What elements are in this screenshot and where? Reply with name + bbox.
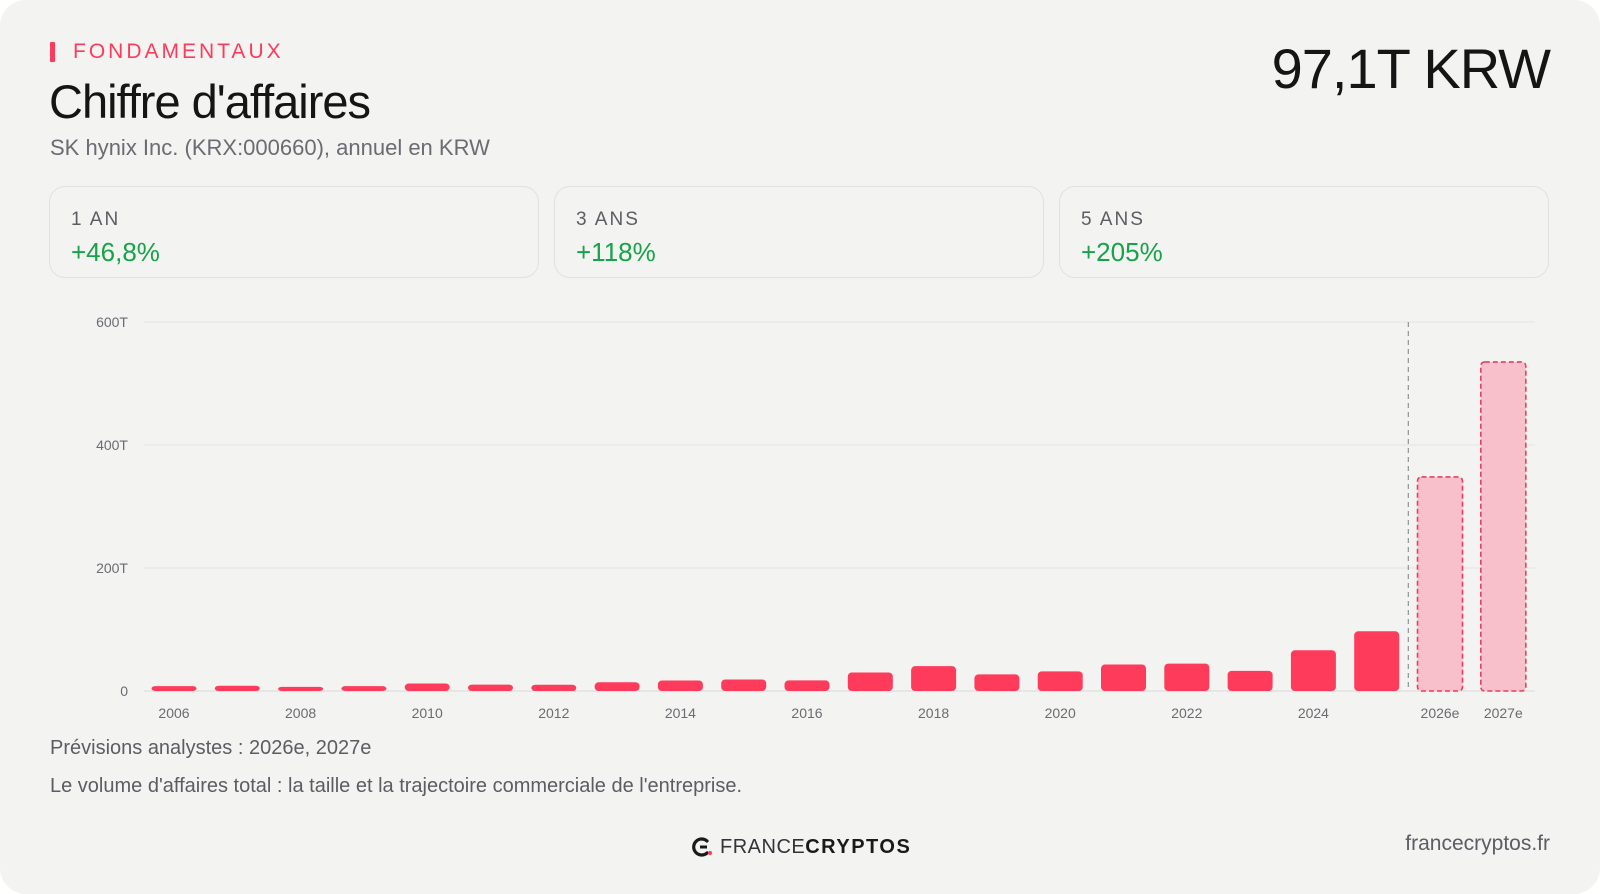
revenue-bar xyxy=(278,686,324,691)
brand-logo-icon xyxy=(692,837,712,857)
forecast-bar xyxy=(1480,361,1527,692)
revenue-bar xyxy=(531,684,577,691)
x-tick-label: 2010 xyxy=(412,705,443,721)
stat-label: 3 ANS xyxy=(576,209,640,230)
revenue-bar xyxy=(1037,671,1083,691)
x-axis-labels: 2006 2008 2010 2012 2014 2016 2018 2020 2022 2024… xyxy=(158,705,1523,721)
description-note: Le volume d'affaires total : la taille e… xyxy=(50,775,743,797)
y-tick-label: 600T xyxy=(96,314,128,330)
revenue-bar xyxy=(214,685,260,691)
forecast-note: Prévisions analystes : 2026e, 2027e xyxy=(50,737,372,759)
x-tick-label: 2022 xyxy=(1171,705,1202,721)
revenue-bar xyxy=(911,666,957,691)
revenue-bar xyxy=(468,684,513,691)
stat-card-1-year: 1 AN +46,8% xyxy=(49,186,539,278)
forecast-bar xyxy=(1416,476,1464,692)
y-tick-label: 0 xyxy=(120,683,128,699)
brand-logo-bold: CRYPTOS xyxy=(805,835,912,858)
x-tick-label: 2024 xyxy=(1298,705,1329,721)
revenue-bar xyxy=(847,672,893,691)
x-tick-label: 2018 xyxy=(918,705,949,721)
revenue-bar xyxy=(657,680,703,691)
y-tick-label: 400T xyxy=(96,437,128,453)
page-title: Chiffre d'affaires xyxy=(49,75,371,128)
eyebrow-accent-bar xyxy=(50,42,55,62)
x-tick-label: 2020 xyxy=(1045,705,1076,721)
stat-value: +205% xyxy=(1081,237,1163,267)
headline-value: 97,1T KRW xyxy=(1271,37,1551,100)
revenue-bar xyxy=(594,682,640,691)
x-tick-label: 2014 xyxy=(665,705,696,721)
stat-value: +46,8% xyxy=(71,237,160,267)
grid-layer: 0 200T 400T 600T xyxy=(96,314,1535,699)
revenue-bar xyxy=(341,686,387,691)
x-tick-label: 2006 xyxy=(158,705,189,721)
revenue-bar xyxy=(1101,664,1146,691)
revenue-bar xyxy=(404,683,450,691)
revenue-bar xyxy=(151,686,197,691)
brand-logo: FRANCE CRYPTOS xyxy=(692,835,911,859)
revenue-bar xyxy=(1354,631,1400,691)
x-tick-label: 2016 xyxy=(791,705,822,721)
revenue-bar xyxy=(721,679,767,691)
stat-label: 5 ANS xyxy=(1081,209,1145,230)
x-tick-label: 2026e xyxy=(1421,705,1460,721)
site-link[interactable]: francecryptos.fr xyxy=(1405,832,1550,855)
revenue-bar xyxy=(784,680,830,691)
brand-logo-light: FRANCE xyxy=(720,835,806,858)
revenue-bar xyxy=(1227,670,1273,691)
stat-card-3-years: 3 ANS +118% xyxy=(554,186,1044,278)
revenue-bar xyxy=(974,674,1020,691)
bars-layer xyxy=(151,361,1527,692)
eyebrow-label: FONDAMENTAUX xyxy=(73,40,284,63)
y-tick-label: 200T xyxy=(96,560,128,576)
stat-value: +118% xyxy=(576,237,656,267)
revenue-bar xyxy=(1164,663,1210,691)
x-tick-label: 2027e xyxy=(1484,705,1523,721)
section-eyebrow: FONDAMENTAUX xyxy=(50,40,284,63)
stat-label: 1 AN xyxy=(71,209,121,230)
page-subtitle: SK hynix Inc. (KRX:000660), annuel en KR… xyxy=(50,135,490,160)
stat-card-5-years: 5 ANS +205% xyxy=(1059,186,1549,278)
x-tick-label: 2008 xyxy=(285,705,316,721)
revenue-bar xyxy=(1290,650,1336,691)
x-tick-label: 2012 xyxy=(538,705,569,721)
